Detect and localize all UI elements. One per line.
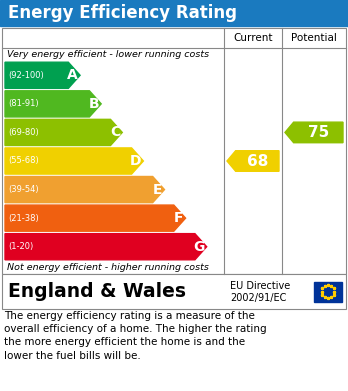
Text: (69-80): (69-80): [8, 128, 39, 137]
Text: Current: Current: [233, 33, 273, 43]
Text: Not energy efficient - higher running costs: Not energy efficient - higher running co…: [7, 263, 209, 272]
Text: E: E: [153, 183, 163, 197]
Polygon shape: [5, 91, 101, 117]
Text: 68: 68: [247, 154, 268, 169]
Text: D: D: [130, 154, 141, 168]
Text: 75: 75: [308, 125, 329, 140]
Polygon shape: [5, 205, 185, 231]
Text: G: G: [193, 240, 205, 254]
Text: EU Directive: EU Directive: [230, 281, 290, 291]
Text: (21-38): (21-38): [8, 213, 39, 222]
Bar: [314, 282, 342, 301]
Text: Potential: Potential: [291, 33, 337, 43]
Polygon shape: [5, 62, 80, 88]
Polygon shape: [285, 122, 343, 143]
Polygon shape: [5, 176, 165, 203]
Text: Energy Efficiency Rating: Energy Efficiency Rating: [8, 4, 237, 22]
Text: B: B: [88, 97, 99, 111]
Text: 2002/91/EC: 2002/91/EC: [230, 293, 286, 303]
Text: (1-20): (1-20): [8, 242, 33, 251]
Polygon shape: [5, 234, 207, 260]
Text: The energy efficiency rating is a measure of the
overall efficiency of a home. T: The energy efficiency rating is a measur…: [4, 311, 267, 361]
Polygon shape: [5, 119, 122, 145]
Bar: [2, 274, 346, 309]
Text: (81-91): (81-91): [8, 99, 39, 108]
Text: (39-54): (39-54): [8, 185, 39, 194]
Polygon shape: [5, 148, 143, 174]
Text: (55-68): (55-68): [8, 156, 39, 165]
Text: F: F: [174, 211, 184, 225]
Bar: [0, 0, 348, 26]
Text: Very energy efficient - lower running costs: Very energy efficient - lower running co…: [7, 50, 209, 59]
Text: A: A: [67, 68, 78, 82]
Text: England & Wales: England & Wales: [8, 282, 186, 301]
Text: C: C: [110, 126, 120, 140]
Bar: [2, 28, 346, 274]
Polygon shape: [227, 151, 279, 171]
Text: (92-100): (92-100): [8, 71, 44, 80]
